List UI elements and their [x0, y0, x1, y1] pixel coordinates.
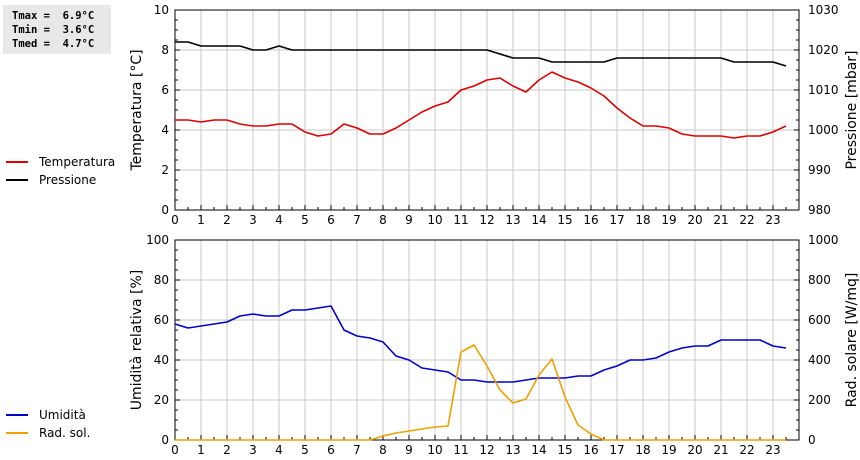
series-line-rad-sol [175, 344, 786, 441]
x-tick-label: 22 [739, 443, 754, 457]
y2-tick-label: 980 [808, 203, 831, 217]
x-tick-label: 16 [583, 213, 598, 227]
y-tick-label: 60 [154, 313, 169, 327]
x-tick-label: 3 [249, 213, 257, 227]
y2-tick-label: 0 [808, 433, 816, 447]
series-line-pressione [175, 41, 787, 67]
x-tick-label: 14 [531, 443, 546, 457]
y-tick-label: 10 [154, 3, 169, 17]
legend-label: Rad. sol. [39, 426, 90, 440]
x-tick-label: 15 [557, 213, 572, 227]
x-tick-label: 23 [765, 213, 780, 227]
y-tick-label: 40 [154, 353, 169, 367]
y-tick-label: 80 [154, 273, 169, 287]
y2-tick-label: 200 [808, 393, 831, 407]
y2-axis-label: Rad. solare [W/mq] [844, 273, 860, 408]
x-tick-label: 19 [661, 213, 676, 227]
x-tick-label: 16 [583, 443, 598, 457]
x-tick-label: 20 [687, 213, 702, 227]
y-axis-label: Umidità relativa [%] [129, 270, 145, 411]
x-tick-label: 19 [661, 443, 676, 457]
x-tick-label: 6 [327, 213, 335, 227]
x-tick-label: 7 [353, 443, 361, 457]
x-tick-label: 18 [635, 443, 650, 457]
y2-tick-label: 1000 [808, 233, 839, 247]
x-tick-label: 9 [405, 443, 413, 457]
x-tick-label: 7 [353, 213, 361, 227]
legend-label: Temperatura [38, 155, 115, 169]
stat-tmax: Tmax = 6.9°C [12, 10, 95, 22]
x-tick-label: 23 [765, 443, 780, 457]
x-tick-label: 5 [301, 443, 309, 457]
x-tick-label: 6 [327, 443, 335, 457]
x-tick-label: 11 [453, 213, 468, 227]
x-tick-label: 11 [453, 443, 468, 457]
x-tick-label: 21 [713, 213, 728, 227]
plot-frame [174, 239, 800, 441]
x-tick-label: 14 [531, 213, 546, 227]
x-tick-label: 0 [171, 213, 179, 227]
x-tick-label: 8 [379, 213, 387, 227]
series-line-temperatura [175, 71, 787, 139]
y-tick-label: 0 [161, 203, 169, 217]
x-tick-label: 12 [479, 213, 494, 227]
x-tick-label: 10 [427, 213, 442, 227]
legend-label: Umidità [39, 408, 86, 422]
x-tick-label: 4 [275, 213, 283, 227]
y-tick-label: 20 [154, 393, 169, 407]
x-tick-label: 0 [171, 443, 179, 457]
y2-axis-label: Pressione [mbar] [844, 50, 860, 169]
chart-panel-2: 0 1 2 3 4 5 6 7 8 9 10 11 12 13 14 15 16 17 18 19 20 21 22 2302… [6, 233, 860, 457]
x-tick-label: 1 [197, 443, 205, 457]
legend-label: Pressione [39, 173, 96, 187]
x-tick-label: 18 [635, 213, 650, 227]
x-tick-label: 17 [609, 443, 624, 457]
x-tick-label: 3 [249, 443, 257, 457]
y-tick-label: 2 [161, 163, 169, 177]
y-tick-label: 4 [161, 123, 169, 137]
stats-box: Tmax = 6.9°C Tmin = 3.6°C Tmed = 4.7°C [3, 5, 111, 54]
y2-tick-label: 990 [808, 163, 831, 177]
y-tick-label: 100 [146, 233, 169, 247]
x-tick-label: 2 [223, 443, 231, 457]
plot-frame [174, 9, 800, 211]
y-tick-label: 0 [161, 433, 169, 447]
x-tick-label: 9 [405, 213, 413, 227]
y2-tick-label: 400 [808, 353, 831, 367]
chart-panel-1: 0 1 2 3 4 5 6 7 8 9 10 11 12 13 14 15 16 17 18 19 20 21 22 2302… [6, 3, 860, 227]
y2-tick-label: 1020 [808, 43, 839, 57]
x-tick-label: 21 [713, 443, 728, 457]
x-tick-label: 12 [479, 443, 494, 457]
x-tick-label: 2 [223, 213, 231, 227]
x-tick-label: 17 [609, 213, 624, 227]
y2-tick-label: 600 [808, 313, 831, 327]
x-tick-label: 10 [427, 443, 442, 457]
y2-tick-label: 1030 [808, 3, 839, 17]
x-tick-label: 1 [197, 213, 205, 227]
y2-tick-label: 1000 [808, 123, 839, 137]
x-tick-label: 22 [739, 213, 754, 227]
y2-tick-label: 800 [808, 273, 831, 287]
x-tick-label: 13 [505, 443, 520, 457]
y-tick-label: 6 [161, 83, 169, 97]
x-tick-label: 13 [505, 213, 520, 227]
x-tick-label: 20 [687, 443, 702, 457]
stat-tmin: Tmin = 3.6°C [12, 24, 95, 36]
x-tick-label: 15 [557, 443, 572, 457]
x-tick-label: 5 [301, 213, 309, 227]
x-tick-label: 8 [379, 443, 387, 457]
y-axis-label: Temperatura [°C] [129, 49, 145, 171]
stat-tmed: Tmed = 4.7°C [12, 38, 95, 50]
y2-tick-label: 1010 [808, 83, 839, 97]
y-tick-label: 8 [161, 43, 169, 57]
series-line-umidit [174, 305, 787, 383]
x-tick-label: 4 [275, 443, 283, 457]
